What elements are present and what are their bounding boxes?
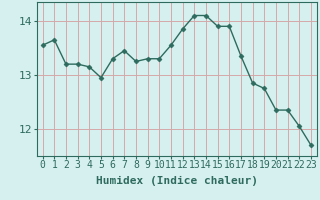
X-axis label: Humidex (Indice chaleur): Humidex (Indice chaleur): [96, 176, 258, 186]
